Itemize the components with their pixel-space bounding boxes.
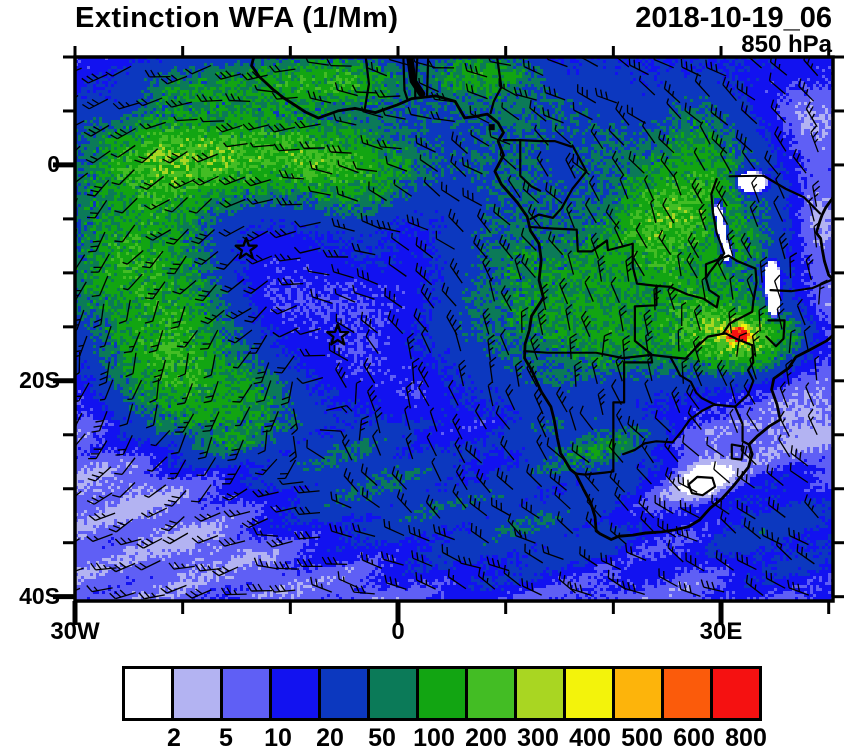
colorbar-swatch [514, 666, 566, 721]
colorbar-tick-label: 400 [569, 724, 611, 750]
plot-pressure-level: 850 hPa [741, 31, 832, 58]
colorbar-tick-label: 2 [167, 724, 181, 750]
colorbar-swatch [661, 666, 713, 721]
colorbar-swatch [171, 666, 223, 721]
lat-tick-label: 0 [47, 150, 60, 177]
colorbar-tick-label: 300 [517, 724, 559, 750]
map-canvas [75, 57, 833, 601]
colorbar-swatch [367, 666, 419, 721]
plot-datetime: 2018-10-19_06 [635, 2, 832, 34]
colorbar-swatch [269, 666, 321, 721]
colorbar-tick-label: 200 [465, 724, 507, 750]
colorbar-swatch [122, 666, 174, 721]
colorbar-tick-label: 100 [413, 724, 455, 750]
colorbar-tick-label: 5 [219, 724, 233, 750]
lat-tick-label: 20S [19, 366, 60, 393]
colorbar-tick-label: 50 [368, 724, 396, 750]
lon-tick-label: 30E [699, 618, 743, 645]
plot-title: Extinction WFA (1/Mm) [75, 2, 399, 34]
colorbar-tick-label: 500 [621, 724, 663, 750]
colorbar-tick-label: 800 [725, 724, 767, 750]
lon-tick-label: 30W [50, 618, 100, 645]
colorbar-swatch [416, 666, 468, 721]
colorbar-swatch [318, 666, 370, 721]
colorbar-tick-label: 600 [673, 724, 715, 750]
colorbar-swatch [612, 666, 664, 721]
colorbar-swatch [563, 666, 615, 721]
colorbar-swatch [710, 666, 762, 721]
colorbar [122, 666, 762, 721]
lat-tick-label: 40S [19, 582, 60, 609]
colorbar-tick-label: 10 [264, 724, 292, 750]
colorbar-tick-label: 20 [316, 724, 344, 750]
lon-tick-label: 0 [391, 618, 405, 645]
colorbar-swatch [465, 666, 517, 721]
colorbar-swatch [220, 666, 272, 721]
